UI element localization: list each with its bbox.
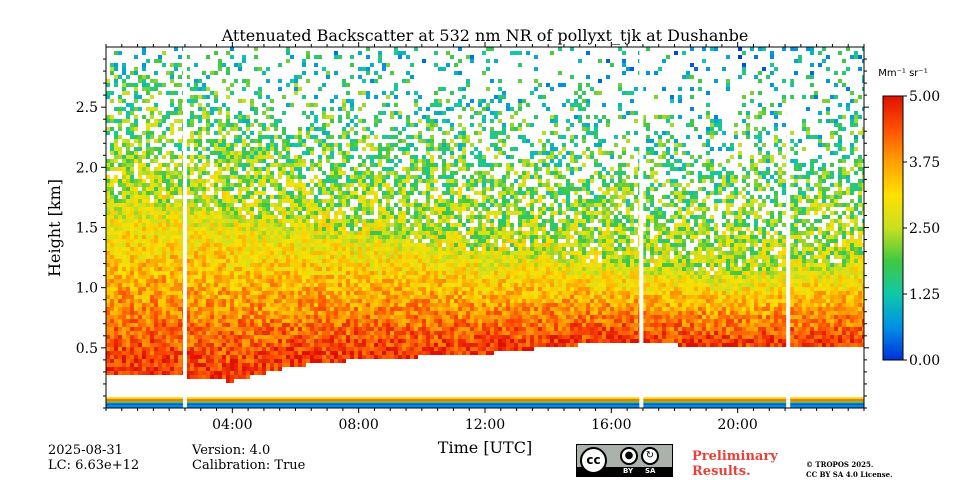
- y-tick-label: 1.5: [76, 221, 98, 237]
- x-tick-label: 08:00: [338, 417, 378, 433]
- by-label: BY: [623, 467, 634, 475]
- badge-strip: [577, 467, 672, 476]
- cc-icon: cc: [580, 447, 607, 474]
- data-gap: [182, 47, 187, 408]
- lc-text: LC: 6.63e+12: [48, 458, 140, 473]
- y-tick-label: 0.5: [76, 341, 98, 357]
- y-tick-label: 2.5: [76, 100, 98, 116]
- date-text: 2025-08-31: [48, 443, 123, 458]
- copyright-line2: CC BY SA 4.0 License.: [806, 470, 893, 479]
- chart-title: Attenuated Backscatter at 532 nm NR of p…: [221, 26, 749, 45]
- colorbar: [882, 95, 904, 361]
- colorbar-tick-label: 1.25: [909, 287, 940, 303]
- y-axis-label: Height [km]: [45, 179, 64, 277]
- preliminary-results-note: Preliminary Results.: [692, 449, 778, 479]
- colorbar-tick-label: 2.50: [909, 221, 940, 237]
- preliminary-line1: Preliminary: [692, 449, 778, 464]
- y-tick-label: 1.0: [76, 281, 98, 297]
- preliminary-line2: Results.: [692, 464, 751, 479]
- colorbar-unit-label: Mm⁻¹ sr⁻¹: [878, 68, 927, 79]
- data-gap: [786, 47, 791, 408]
- data-gap: [639, 47, 644, 408]
- x-tick-label: 16:00: [591, 417, 631, 433]
- x-tick-label: 04:00: [212, 417, 252, 433]
- copyright-note: © TROPOS 2025. CC BY SA 4.0 License.: [806, 460, 893, 480]
- x-tick-label: 12:00: [465, 417, 505, 433]
- attribution-icon: ●: [620, 447, 638, 465]
- cc-by-sa-license-badge: cc ● ↻ BY SA: [576, 444, 673, 477]
- share-alike-icon: ↻: [641, 447, 659, 465]
- backscatter-heatmap: [106, 47, 864, 408]
- version-text: Version: 4.0: [192, 443, 271, 458]
- copyright-line1: © TROPOS 2025.: [806, 460, 874, 469]
- colorbar-tick-label: 5.00: [909, 89, 940, 105]
- x-axis-label: Time [UTC]: [438, 438, 532, 457]
- colorbar-tick-label: 0.00: [909, 353, 940, 369]
- x-tick-label: 20:00: [717, 417, 757, 433]
- colorbar-tick-label: 3.75: [909, 155, 940, 171]
- sa-label: SA: [645, 467, 656, 475]
- calibration-text: Calibration: True: [192, 458, 306, 473]
- y-tick-label: 2.0: [76, 160, 98, 176]
